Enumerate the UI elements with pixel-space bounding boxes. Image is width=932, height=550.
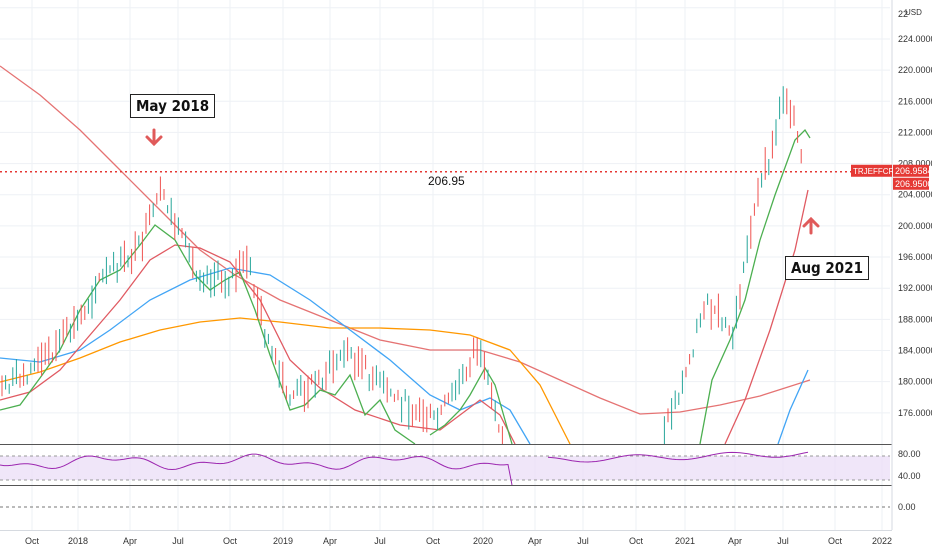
price-tick-label: 184.0000 [898,346,932,356]
time-tick-label: Apr [323,536,337,546]
ma-fast-green-2020 [429,366,513,445]
price-badge-text: 206.9584 [895,166,932,176]
price-axis: 224.0000 220.0000 216.0000 212.0000 208.0000… [898,8,932,418]
rsi-tick-label: 40.00 [898,471,921,481]
rsi-tick-label: 80.00 [898,449,921,459]
time-tick-label: Oct [223,536,238,546]
price-tick-label: 196.0000 [898,252,932,262]
time-tick-label: Oct [828,536,843,546]
annotation-may-2018[interactable]: May 2018 [130,94,216,118]
ticker-symbol: TRJEFFCRB [853,167,900,176]
time-tick-label: 2022 [872,536,892,546]
rsi-line [0,453,513,486]
price-tick-label: 212.0000 [898,127,932,137]
macd-tick-label: 0.00 [898,502,916,512]
rsi-line-2021 [547,451,809,463]
ma-orange [0,317,571,445]
time-tick-label: Jul [172,536,184,546]
time-tick-label: Apr [528,536,542,546]
price-tick-label: 180.0000 [898,377,932,387]
time-tick-label: Jul [777,536,789,546]
level-label: 206.95 [428,174,465,188]
ticker-symbol-badge [851,164,892,177]
time-tick-label: Oct [25,536,40,546]
ma-fast-green [0,224,416,445]
time-tick-label: 2018 [68,536,88,546]
time-tick-label: Oct [426,536,441,546]
price-tick-label: 188.0000 [898,314,932,324]
arrow-up-icon [802,216,820,235]
annotation-aug-2021[interactable]: Aug 2021 [785,256,869,280]
price-tick-label: 176.0000 [898,408,932,418]
time-tick-label: 2019 [273,536,293,546]
ma-fast-green-2021 [699,128,811,445]
price-tick-label: 22 [898,9,908,19]
arrow-down-icon [145,128,163,147]
time-tick-label: Jul [577,536,589,546]
time-axis: Oct 2018 Apr Jul Oct 2019 Apr Jul Oct 2020 Apr Jul O… [25,536,892,546]
level-badge-text: 206.9500 [895,179,932,189]
grid-lines [0,0,890,530]
ma-mid-red [0,244,516,445]
level-badge [893,177,929,190]
time-tick-label: Apr [123,536,137,546]
time-tick-label: Jul [374,536,386,546]
price-tick-label: 208.0000 [898,159,932,169]
time-tick-label: Apr [728,536,742,546]
time-tick-label: 2020 [473,536,493,546]
ma-mid-red-2021 [724,189,809,445]
price-tick-label: 192.0000 [898,283,932,293]
price-tick-label: 200.0000 [898,221,932,231]
price-tick-label: 204.0000 [898,190,932,200]
time-tick-label: 2021 [675,536,695,546]
ma-blue-2021 [777,369,809,445]
time-tick-label: Oct [629,536,644,546]
ohlc-bars [1,86,802,444]
price-badge [893,164,929,177]
price-tick-label: 216.0000 [898,96,932,106]
currency-label: USD [905,8,922,17]
price-tick-label: 224.0000 [898,34,932,44]
price-tick-label: 220.0000 [898,65,932,75]
ma-long-red [0,65,811,415]
ma-blue [0,267,531,445]
rsi-band [0,456,890,480]
